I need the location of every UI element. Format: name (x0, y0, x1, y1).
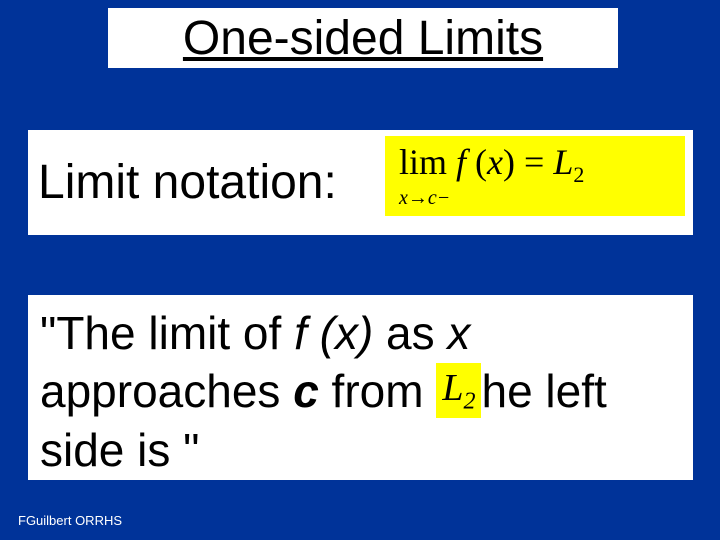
title-box: One-sided Limits (108, 8, 618, 68)
description-text: "The limit of f (x) as x approaches c fr… (40, 305, 681, 480)
desc-from: from (319, 365, 437, 417)
limit-expression: lim f (x) = L2 (399, 142, 584, 182)
desc-prefix: "The limit of (40, 307, 294, 359)
math-expression-box: lim f (x) = L2 x→c− (385, 136, 685, 216)
desc-x: x (447, 307, 470, 359)
notation-label: Limit notation: (38, 155, 337, 210)
math-main-line: lim f (x) = L2 (399, 144, 685, 186)
desc-approaches: approaches (40, 365, 293, 417)
desc-c: c (293, 365, 319, 417)
description-box: "The limit of f (x) as x approaches c fr… (28, 295, 693, 480)
footer-credit: FGuilbert ORRHS (18, 513, 122, 528)
page-title: One-sided Limits (183, 11, 543, 66)
math-subscript: x→c− (399, 188, 685, 208)
l2-highlight: L2 (436, 363, 481, 419)
desc-fx: f (x) (294, 307, 373, 359)
desc-as: as (373, 307, 447, 359)
